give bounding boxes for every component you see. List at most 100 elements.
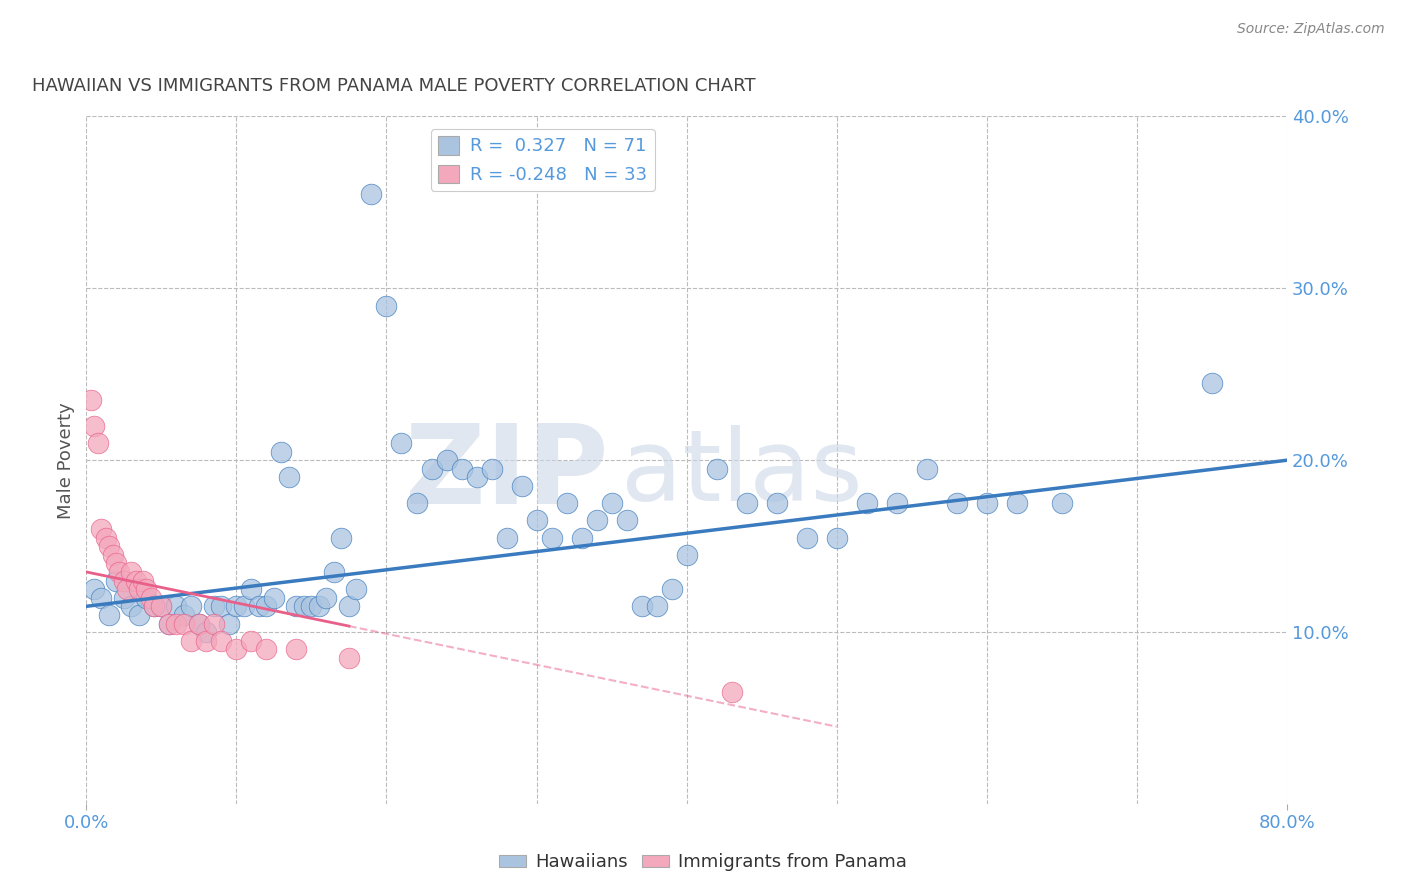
- Point: [142, 599, 165, 614]
- Point: [706, 462, 728, 476]
- Point: [323, 565, 346, 579]
- Point: [292, 599, 315, 614]
- Point: [796, 531, 818, 545]
- Point: [886, 496, 908, 510]
- Point: [346, 582, 368, 596]
- Point: [675, 548, 697, 562]
- Point: [856, 496, 879, 510]
- Point: [218, 616, 240, 631]
- Point: [1005, 496, 1028, 510]
- Text: atlas: atlas: [620, 425, 862, 523]
- Point: [240, 582, 263, 596]
- Point: [337, 651, 360, 665]
- Point: [112, 574, 135, 588]
- Point: [465, 470, 488, 484]
- Point: [765, 496, 787, 510]
- Point: [94, 531, 117, 545]
- Point: [315, 591, 337, 605]
- Point: [187, 616, 209, 631]
- Point: [1050, 496, 1073, 510]
- Point: [616, 513, 638, 527]
- Text: Source: ZipAtlas.com: Source: ZipAtlas.com: [1237, 22, 1385, 37]
- Point: [128, 607, 150, 622]
- Legend: Hawaiians, Immigrants from Panama: Hawaiians, Immigrants from Panama: [492, 847, 914, 879]
- Point: [225, 599, 247, 614]
- Point: [1201, 376, 1223, 390]
- Point: [180, 599, 202, 614]
- Point: [420, 462, 443, 476]
- Point: [976, 496, 998, 510]
- Point: [225, 642, 247, 657]
- Point: [661, 582, 683, 596]
- Point: [391, 436, 413, 450]
- Point: [915, 462, 938, 476]
- Point: [173, 616, 195, 631]
- Point: [173, 607, 195, 622]
- Point: [165, 599, 187, 614]
- Point: [337, 599, 360, 614]
- Point: [450, 462, 472, 476]
- Point: [510, 479, 533, 493]
- Point: [165, 616, 187, 631]
- Point: [105, 557, 128, 571]
- Point: [83, 418, 105, 433]
- Point: [720, 685, 742, 699]
- Point: [157, 616, 180, 631]
- Point: [526, 513, 548, 527]
- Point: [285, 599, 308, 614]
- Text: HAWAIIAN VS IMMIGRANTS FROM PANAMA MALE POVERTY CORRELATION CHART: HAWAIIAN VS IMMIGRANTS FROM PANAMA MALE …: [32, 78, 756, 95]
- Point: [308, 599, 330, 614]
- Point: [83, 582, 105, 596]
- Point: [87, 436, 110, 450]
- Point: [90, 591, 112, 605]
- Point: [202, 599, 225, 614]
- Point: [139, 591, 162, 605]
- Point: [571, 531, 593, 545]
- Point: [132, 574, 155, 588]
- Point: [495, 531, 517, 545]
- Point: [645, 599, 668, 614]
- Point: [825, 531, 848, 545]
- Point: [103, 548, 125, 562]
- Point: [405, 496, 427, 510]
- Point: [735, 496, 758, 510]
- Point: [946, 496, 969, 510]
- Y-axis label: Male Poverty: Male Poverty: [58, 401, 75, 518]
- Point: [240, 633, 263, 648]
- Point: [120, 565, 142, 579]
- Point: [360, 186, 382, 201]
- Point: [436, 453, 458, 467]
- Point: [270, 444, 292, 458]
- Point: [115, 582, 138, 596]
- Point: [195, 633, 218, 648]
- Point: [600, 496, 623, 510]
- Point: [80, 392, 103, 407]
- Point: [481, 462, 503, 476]
- Point: [105, 574, 128, 588]
- Point: [187, 616, 209, 631]
- Point: [277, 470, 299, 484]
- Point: [247, 599, 270, 614]
- Point: [97, 607, 120, 622]
- Point: [254, 599, 277, 614]
- Point: [150, 599, 173, 614]
- Point: [97, 539, 120, 553]
- Point: [209, 633, 232, 648]
- Text: ZIP: ZIP: [405, 420, 609, 527]
- Point: [125, 574, 148, 588]
- Point: [135, 582, 157, 596]
- Point: [630, 599, 652, 614]
- Point: [157, 616, 180, 631]
- Point: [90, 522, 112, 536]
- Point: [232, 599, 254, 614]
- Point: [112, 591, 135, 605]
- Point: [585, 513, 607, 527]
- Point: [209, 599, 232, 614]
- Point: [128, 582, 150, 596]
- Point: [301, 599, 323, 614]
- Point: [263, 591, 285, 605]
- Point: [375, 299, 398, 313]
- Point: [120, 599, 142, 614]
- Point: [202, 616, 225, 631]
- Point: [142, 599, 165, 614]
